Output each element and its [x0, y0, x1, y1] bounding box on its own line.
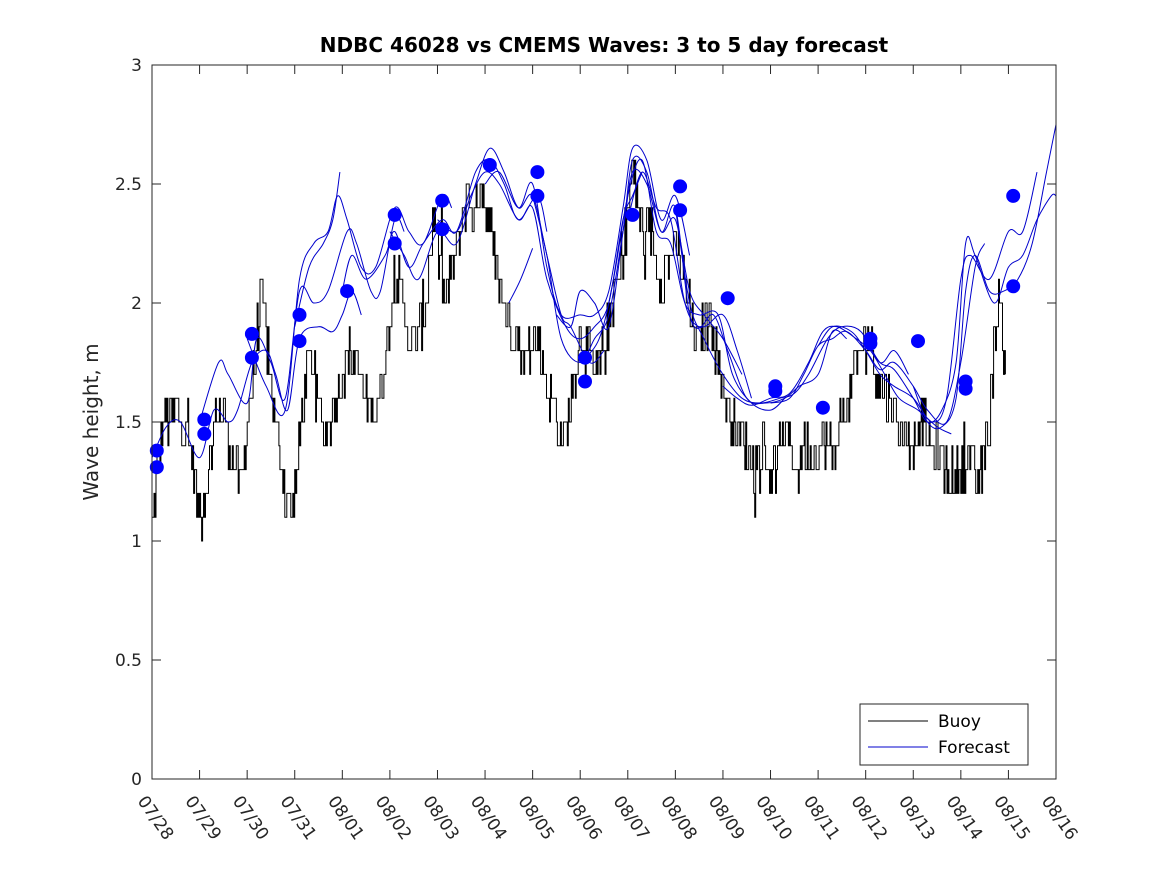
forecast-marker: [292, 307, 307, 322]
y-tick-label: 1: [131, 532, 142, 552]
forecast-marker: [340, 284, 355, 299]
y-tick-label: 2: [131, 294, 142, 314]
forecast-line: [556, 155, 752, 399]
forecast-line: [532, 168, 743, 375]
buoy-series: [152, 159, 1006, 542]
buoy-line: [152, 159, 1006, 542]
forecast-marker: [1006, 279, 1021, 294]
forecast-marker: [911, 334, 925, 349]
forecast-line: [865, 193, 1057, 423]
forecast-marker: [958, 381, 973, 396]
y-tick-label: 2.5: [115, 175, 142, 195]
legend-buoy-label: Buoy: [938, 712, 981, 732]
forecast-line: [246, 194, 453, 417]
y-axis-label: Wave height, m: [79, 343, 103, 500]
forecast-marker: [435, 193, 450, 208]
forecast-marker: [149, 460, 164, 475]
forecast-marker: [530, 188, 545, 203]
legend-box: [859, 703, 1029, 766]
forecast-marker: [197, 426, 212, 441]
forecast-marker: [815, 400, 830, 415]
forecast-line: [484, 144, 691, 319]
y-tick-label: 1.5: [115, 413, 142, 433]
forecast-marker: [292, 334, 307, 349]
forecast-line: [912, 124, 1057, 430]
y-tick-label: 0: [131, 770, 142, 790]
y-axis-ticks: 0 0.5 1 1.5 2 2.5 3: [115, 56, 1056, 790]
forecast-series: [151, 124, 1057, 459]
legend: Buoy Forecast: [859, 703, 1029, 766]
y-tick-label: 3: [131, 56, 142, 76]
forecast-marker: [768, 384, 783, 399]
forecast-marker: [625, 207, 640, 222]
chart-title: NDBC 46028 vs CMEMS Waves: 3 to 5 day fo…: [320, 33, 889, 57]
forecast-marker: [863, 336, 878, 351]
y-tick-label: 0.5: [115, 651, 142, 671]
forecast-line: [722, 325, 952, 435]
forecast-marker: [578, 374, 592, 389]
forecast-marker: [720, 291, 735, 306]
forecast-marker: [387, 207, 402, 222]
forecast-marker: [1006, 188, 1021, 203]
forecast-line: [294, 172, 341, 327]
forecast-marker: [244, 326, 259, 341]
legend-forecast-label: Forecast: [938, 738, 1010, 758]
forecast-line: [508, 248, 534, 304]
forecast-marker: [530, 165, 545, 180]
forecast-marker: [244, 350, 259, 365]
forecast-marker: [578, 350, 592, 365]
forecast-line: [437, 171, 643, 340]
forecast-marker: [673, 203, 688, 218]
forecast-markers: [149, 158, 1021, 475]
forecast-marker: [149, 443, 164, 458]
forecast-marker: [435, 222, 450, 237]
forecast-line: [389, 147, 605, 364]
forecast-line: [627, 171, 848, 405]
forecast-marker: [482, 158, 497, 172]
forecast-marker: [197, 412, 212, 427]
forecast-marker: [387, 236, 402, 251]
forecast-marker: [673, 179, 688, 194]
